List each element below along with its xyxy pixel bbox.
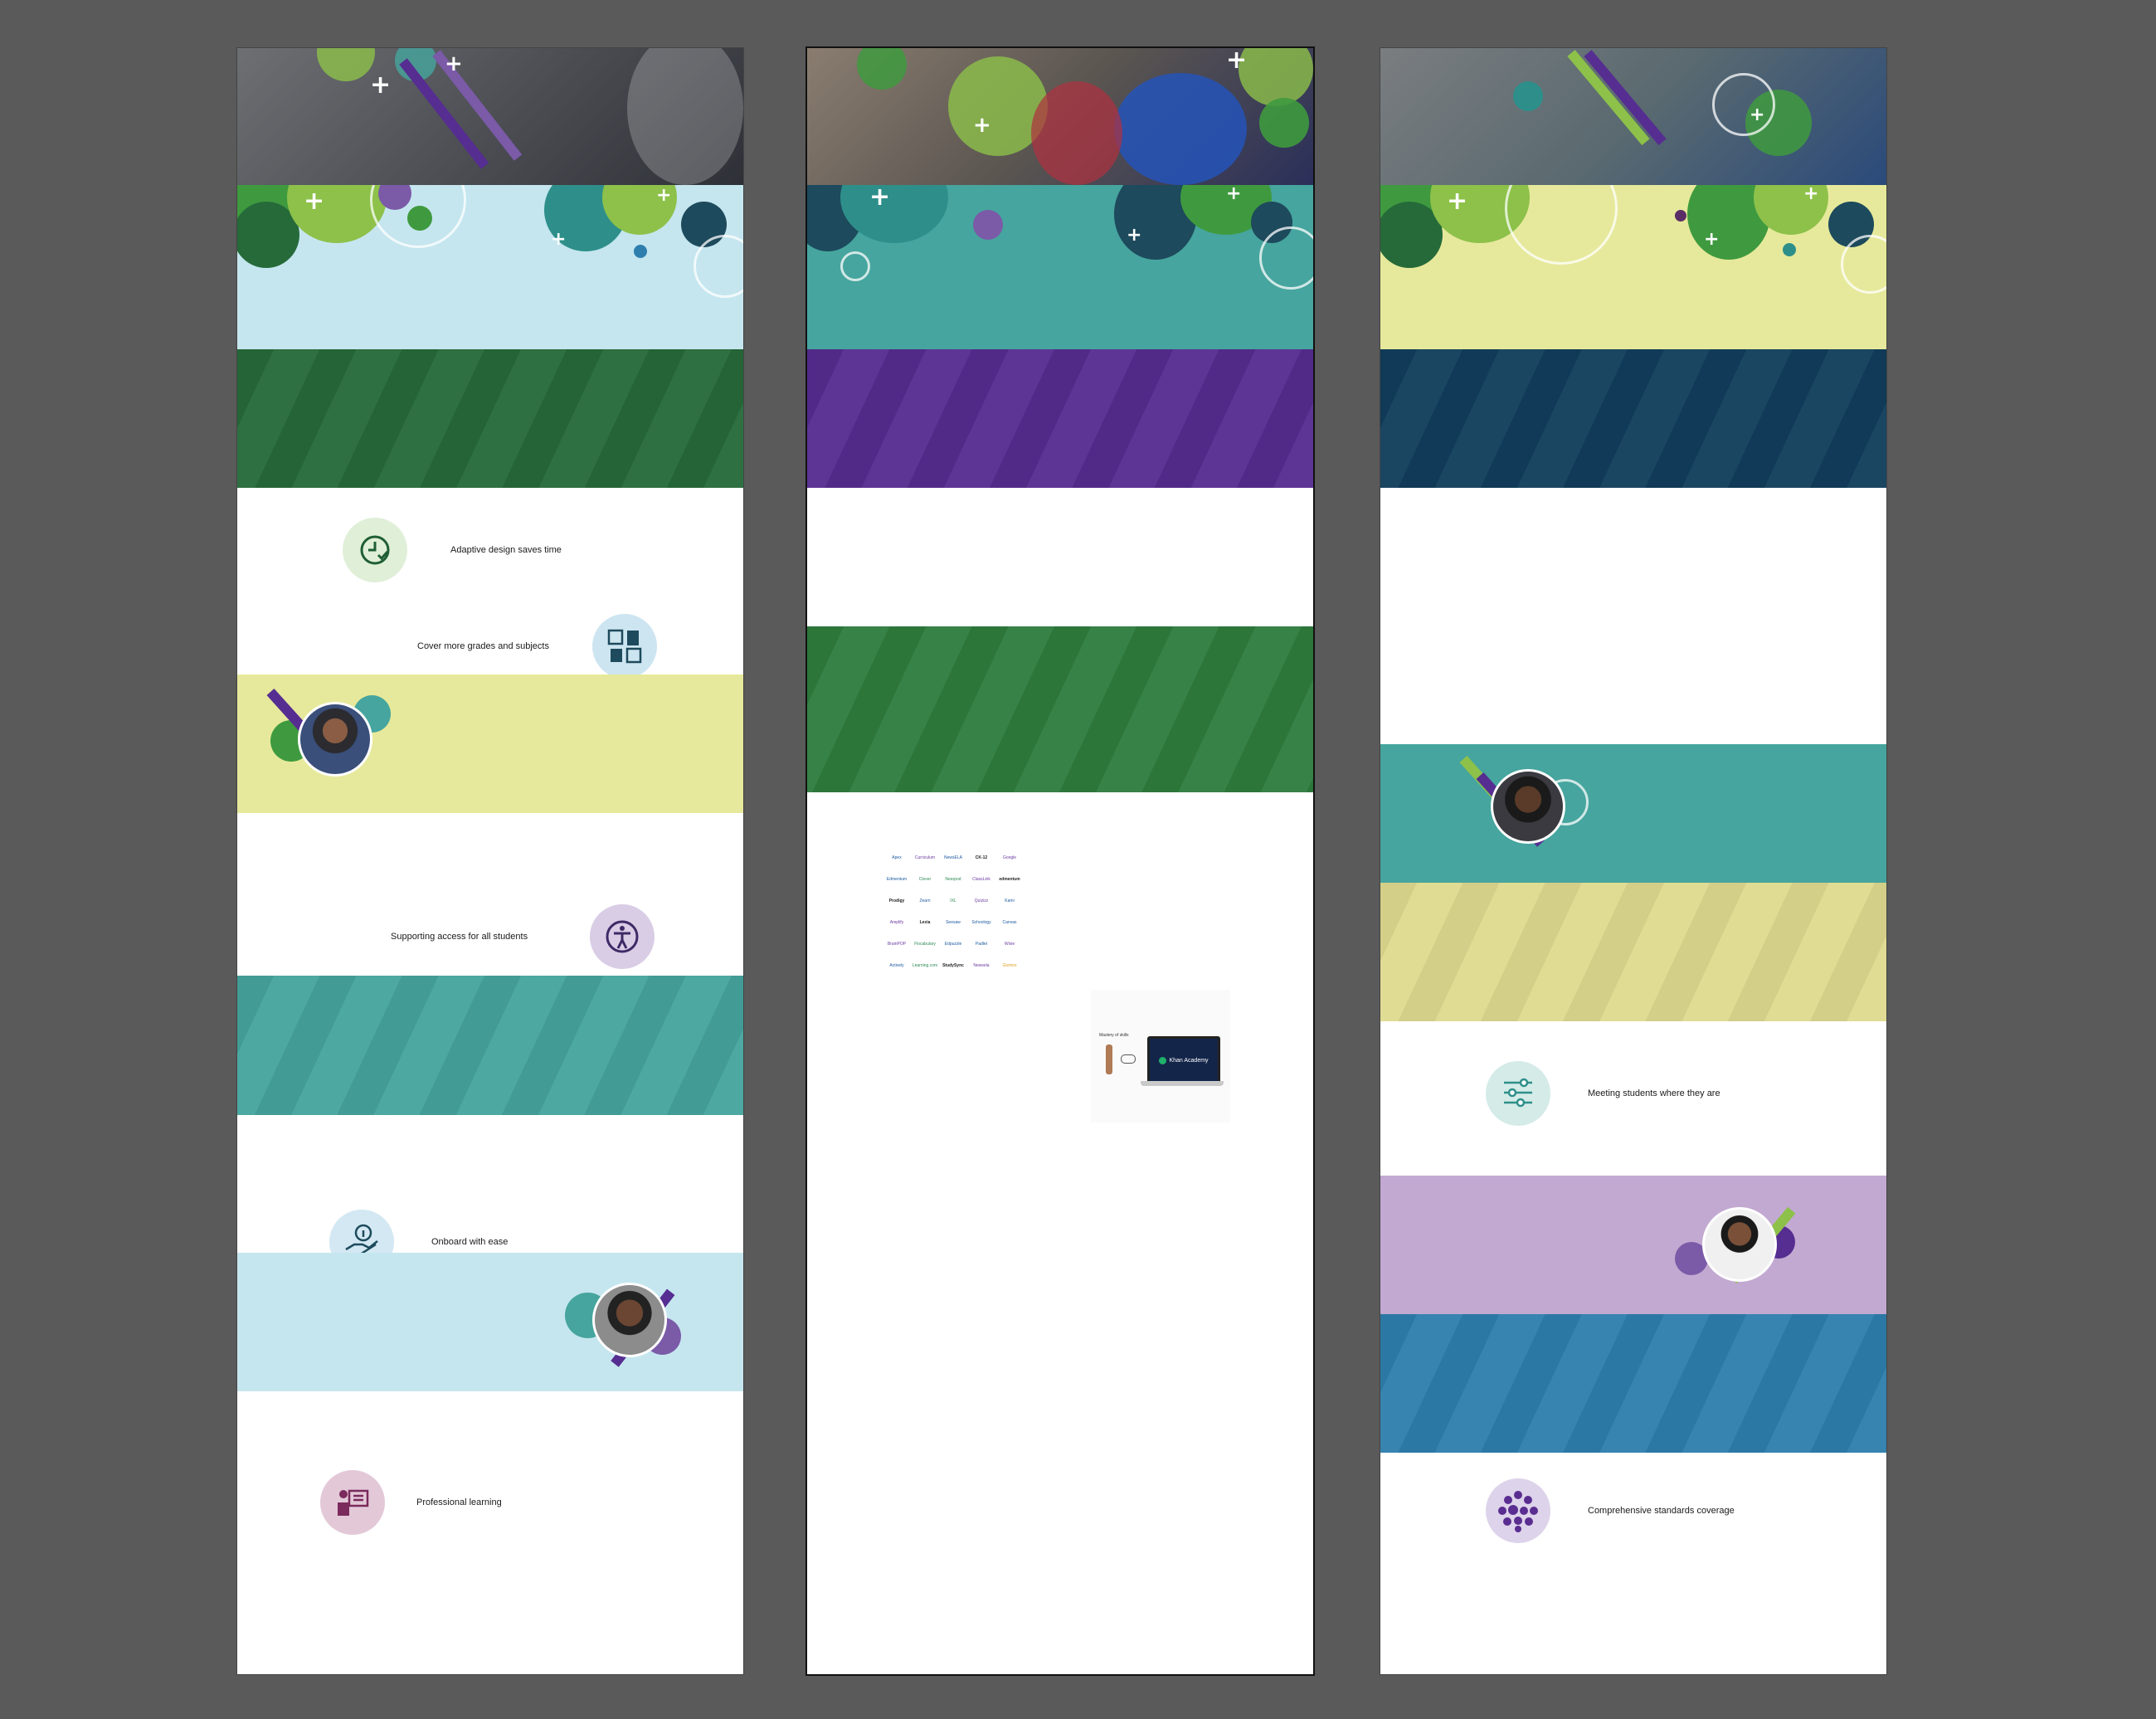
student-figure-icon [1106, 1045, 1112, 1074]
student-portrait-cluster [1675, 1192, 1799, 1292]
feature-cover-grades: Cover more grades and subjects [417, 614, 657, 679]
teacher-portrait-cluster [565, 1268, 689, 1367]
hero-photo-teachers: + + [237, 48, 743, 185]
partner-logo: Flocabulary [914, 942, 936, 947]
partner-logo: Actively [889, 963, 904, 968]
feature-label: Professional learning [416, 1497, 502, 1507]
green-photo-banner [237, 349, 743, 488]
lime-banner: + + + [1380, 185, 1886, 349]
feature-label: Meeting students where they are [1588, 1088, 1720, 1098]
feature-professional-learning: Professional learning [320, 1470, 502, 1535]
accessibility-icon [590, 904, 655, 969]
partner-logo: Edmentum [886, 877, 908, 882]
feature-standards-coverage: Comprehensive standards coverage [1486, 1478, 1735, 1543]
feature-label: Supporting access for all students [391, 932, 528, 942]
khan-academy-card: Mastery of skills Khan Academy [1091, 990, 1230, 1122]
artboard-3[interactable]: + + + + Meeting students where they are [1380, 48, 1886, 1674]
partner-logo: IXL [950, 898, 956, 903]
khan-card-caption: Mastery of skills [1099, 1033, 1129, 1038]
feature-adaptive-design: Adaptive design saves time [343, 518, 562, 582]
student-portrait [1491, 769, 1565, 844]
partner-logo: Canvas [1002, 920, 1017, 925]
khan-badge: Khan Academy [1169, 1057, 1209, 1064]
partner-logo: ClassLink [972, 877, 990, 882]
teal-banner: + + + [807, 185, 1313, 349]
speech-bubble-icon [1121, 1054, 1136, 1064]
partner-logo: Newsela [973, 963, 990, 968]
presenter-icon [320, 1470, 385, 1535]
sliders-icon [1486, 1061, 1550, 1126]
partner-logo: Quizizz [974, 898, 989, 903]
partner-logo: Clever [918, 877, 932, 882]
lime-photo-banner [1380, 883, 1886, 1021]
feature-label: Adaptive design saves time [450, 545, 562, 555]
feature-access-all: Supporting access for all students [391, 904, 655, 969]
teal-photo-banner [237, 976, 743, 1115]
purple-photo-banner [807, 349, 1313, 488]
partner-logo: Google [1002, 855, 1017, 860]
partner-logo: Zearn [919, 898, 931, 903]
feature-label: Cover more grades and subjects [417, 641, 549, 651]
partner-logo: edmentum [999, 877, 1020, 882]
partner-logo: Edpuzzle [944, 942, 962, 947]
hero-photo-students: + [1380, 48, 1886, 185]
lavender-portrait-banner [1380, 1176, 1886, 1314]
artboard-2[interactable]: + + + + + Apex Curriculum NewsELA CK-12 … [807, 48, 1313, 1674]
khan-leaf-icon [1159, 1056, 1167, 1064]
partner-logo: Kami [1005, 898, 1015, 903]
feature-label: Comprehensive standards coverage [1588, 1506, 1735, 1516]
partner-logo: StudySync [942, 963, 964, 968]
lime-portrait-banner [237, 674, 743, 813]
partner-logo: Gizmos [1002, 963, 1017, 968]
partner-logo: Wixie [1004, 942, 1015, 947]
partner-logo-grid: Apex Curriculum NewsELA CK-12 Google Edm… [883, 851, 1023, 972]
partner-logo: Nearpod [945, 877, 961, 882]
partner-logo: Amplify [889, 920, 904, 925]
artboard-1[interactable]: + + + + + Adaptive design saves time Cov… [237, 48, 743, 1674]
partner-logo: Seesaw [946, 920, 961, 925]
books-grid-icon [591, 614, 657, 679]
green-classroom-banner [807, 626, 1313, 792]
hero-photo-classroom: + + [807, 48, 1313, 185]
student-portrait [1702, 1207, 1777, 1282]
partner-logo: CK-12 [975, 855, 988, 860]
laptop-base [1141, 1081, 1224, 1086]
partner-logo: Learning.com [912, 963, 938, 968]
light-blue-portrait-banner [237, 1253, 743, 1391]
clock-check-icon [343, 518, 407, 582]
laptop-icon: Khan Academy [1147, 1036, 1220, 1084]
partner-logo: Padlet [975, 942, 988, 947]
teacher-portrait [592, 1283, 667, 1357]
light-blue-banner: + + + [237, 185, 743, 349]
student-portrait [298, 702, 372, 777]
student-portrait-cluster [266, 687, 395, 786]
partner-logo: NewsELA [944, 855, 962, 860]
partner-logo: Lexia [919, 920, 931, 925]
feature-label: Onboard with ease [431, 1237, 509, 1247]
partner-logo: Prodigy [888, 898, 905, 903]
navy-photo-banner [1380, 349, 1886, 488]
partner-logo: Curriculum [914, 855, 936, 860]
dots-cluster-icon [1486, 1478, 1550, 1543]
feature-meeting-students: Meeting students where they are [1486, 1061, 1720, 1126]
student-portrait-cluster [1459, 754, 1589, 854]
teal-portrait-banner [1380, 744, 1886, 883]
partner-logo: Schoology [971, 920, 991, 925]
blue-photo-banner [1380, 1314, 1886, 1453]
partner-logo: BrainPOP [887, 942, 907, 947]
partner-logo: Apex [892, 855, 902, 860]
